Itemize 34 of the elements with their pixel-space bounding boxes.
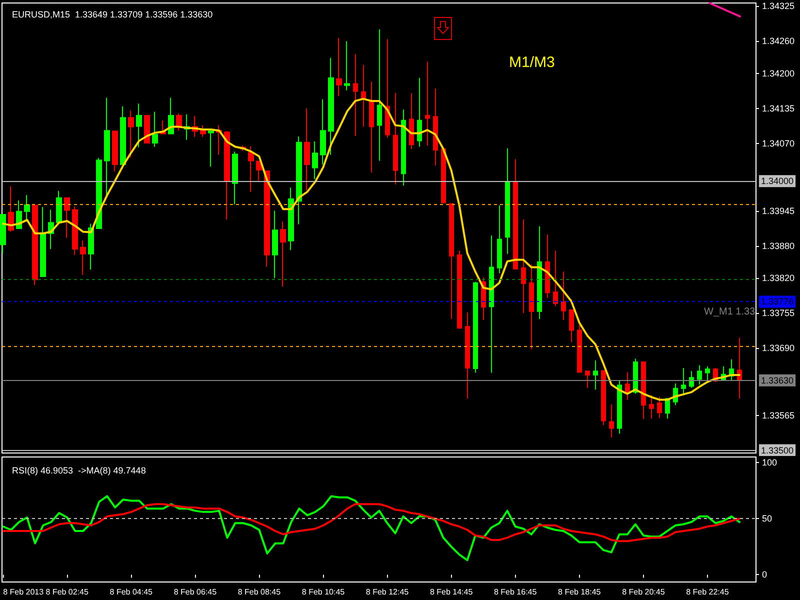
y-tick-label: 1.33820 [762, 273, 795, 284]
y-tick-label: 1.34200 [762, 68, 795, 79]
annotation: M1/M3 [509, 54, 555, 71]
y-tick-label: 50 [762, 514, 772, 524]
y-tick-label: 0 [762, 570, 768, 580]
annotation: W_M1 1.33 [704, 306, 756, 318]
ref-line-label: 1.34000 [761, 176, 794, 186]
ref-line-label: 1.33500 [761, 445, 794, 456]
x-tick-label: 8 Feb 02:45 [46, 588, 89, 596]
y-tick-label: 1.34325 [762, 1, 795, 12]
y-tick-label: 1.34260 [762, 36, 795, 46]
y-tick-label: 1.33690 [762, 343, 795, 354]
y-tick-label: 1.34135 [762, 104, 795, 114]
x-tick-label: 8 Feb 16:45 [494, 588, 538, 596]
x-tick-label: 8 Feb 20:45 [622, 588, 666, 596]
y-tick-label: 1.33880 [762, 240, 795, 251]
y-tick-label: 1.33945 [762, 206, 795, 216]
x-tick-label: 8 Feb 08:45 [238, 588, 282, 596]
ref-line-label: 1.33776 [761, 296, 794, 307]
x-tick-label: 8 Feb 06:45 [174, 588, 218, 596]
x-tick-label: 8 Feb 22:45 [686, 588, 730, 596]
x-tick-label: 8 Feb 18:45 [558, 588, 602, 596]
x-tick-label: 8 Feb 14:45 [430, 588, 474, 596]
y-tick-label: 100 [762, 458, 778, 468]
y-tick-label: 1.33565 [762, 410, 795, 420]
x-tick-label: 8 Feb 10:45 [302, 588, 346, 596]
x-tick-label: 8 Feb 04:45 [110, 588, 154, 596]
x-tick-label: 8 Feb 12:45 [366, 588, 410, 596]
y-tick-label: 1.33755 [762, 308, 795, 318]
y-tick-label: 1.34070 [762, 138, 795, 148]
ref-line-label: 1.33630 [761, 375, 794, 386]
x-tick-label: 8 Feb 2013 [3, 588, 44, 596]
text: RSI(8) 46.9053 ->MA(8) 49.7448 [12, 466, 146, 476]
text: EURUSD,M15 1.33649 1.33709 1.33596 1.33630 [12, 10, 213, 20]
